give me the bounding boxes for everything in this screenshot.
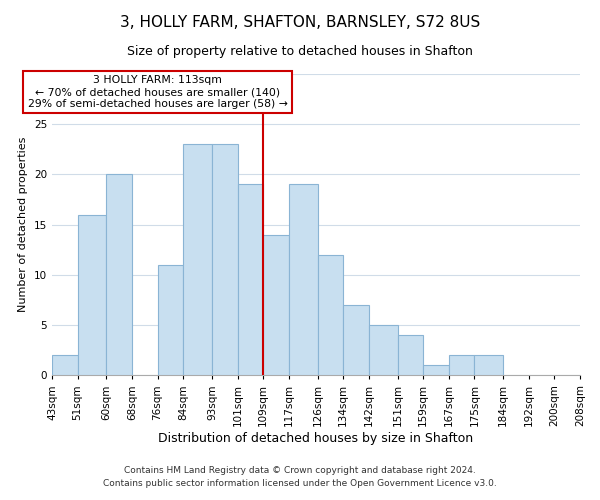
- Y-axis label: Number of detached properties: Number of detached properties: [18, 137, 28, 312]
- Text: 3 HOLLY FARM: 113sqm
← 70% of detached houses are smaller (140)
29% of semi-deta: 3 HOLLY FARM: 113sqm ← 70% of detached h…: [28, 76, 287, 108]
- Bar: [212, 144, 238, 376]
- Bar: [475, 355, 503, 376]
- Bar: [423, 365, 449, 376]
- Bar: [369, 325, 398, 376]
- Bar: [183, 144, 212, 376]
- Bar: [263, 234, 289, 376]
- Bar: [343, 305, 369, 376]
- Text: Size of property relative to detached houses in Shafton: Size of property relative to detached ho…: [127, 45, 473, 58]
- Text: Contains HM Land Registry data © Crown copyright and database right 2024.
Contai: Contains HM Land Registry data © Crown c…: [103, 466, 497, 487]
- Bar: [158, 265, 183, 376]
- Bar: [449, 355, 475, 376]
- Bar: [289, 184, 317, 376]
- Bar: [52, 355, 77, 376]
- Text: 3, HOLLY FARM, SHAFTON, BARNSLEY, S72 8US: 3, HOLLY FARM, SHAFTON, BARNSLEY, S72 8U…: [120, 15, 480, 30]
- Bar: [398, 335, 423, 376]
- X-axis label: Distribution of detached houses by size in Shafton: Distribution of detached houses by size …: [158, 432, 473, 445]
- Bar: [77, 214, 106, 376]
- Bar: [238, 184, 263, 376]
- Bar: [317, 255, 343, 376]
- Bar: [106, 174, 132, 376]
